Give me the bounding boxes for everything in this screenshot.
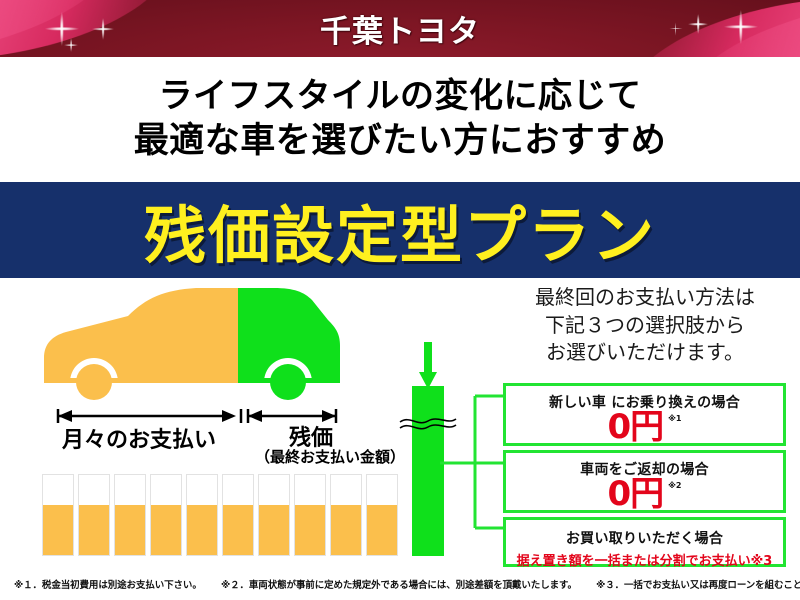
footnote-2: ※２．車両状態が事前に定めた規定外である場合には、別途差額を頂戴いたします。 <box>220 580 577 591</box>
car-illustration <box>36 286 386 408</box>
payment-option-trade-in[interactable]: 新しい車 にお乗り換えの場合 0円 ※1 <box>503 383 786 446</box>
payment-options-headline-line-1: 最終回のお支払い方法は <box>535 285 755 309</box>
footnote-1: ※１．税金当初費用は別途お支払い下さい。 <box>14 580 202 591</box>
down-arrow-icon <box>419 342 437 390</box>
footer-disclaimers: ※１．税金当初費用は別途お支払い下さい。 ※２．車両状態が事前に定めた規定外であ… <box>0 568 800 600</box>
subheadline-section: ライフスタイルの変化に応じて 最適な車を選びたい方におすすめ <box>0 57 800 182</box>
subheadline-line-2: 最適な車を選びたい方におすすめ <box>133 120 667 161</box>
payment-option-title: 車両をご返却の場合 <box>580 462 709 478</box>
bar-month <box>114 474 146 556</box>
bar-month <box>330 474 362 556</box>
monthly-payment-label: 月々のお支払い <box>62 428 217 453</box>
bar-month <box>78 474 110 556</box>
payment-option-footnote-ref: ※2 <box>668 481 682 490</box>
payment-option-buyout[interactable]: お買い取りいただく場合 据え置き額を一括または分割でお支払い※3 <box>503 517 786 569</box>
payment-options-headline-line-3: お選びいただけます。 <box>546 340 744 365</box>
payment-option-return[interactable]: 車両をご返却の場合 0円 ※2 <box>503 450 786 513</box>
plan-title: 残価設定型プラン <box>143 199 656 272</box>
payment-options-headline: 最終回のお支払い方法は 下記３つの選択肢から お選びいただけます。 <box>490 284 800 367</box>
bar-month <box>42 474 74 556</box>
payment-options-headline-line-2: 下記３つの選択肢から <box>545 312 745 337</box>
monthly-payment-bars <box>42 474 398 556</box>
payment-option-amount: 0円 <box>607 407 664 447</box>
payment-option-title: 新しい車 にお乗り換えの場合 <box>548 395 741 411</box>
bar-month <box>186 474 218 556</box>
bar-residual-value <box>412 386 444 556</box>
bar-month <box>258 474 290 556</box>
subheadline-line-1: ライフスタイルの変化に応じて <box>158 76 642 117</box>
payment-option-footnote-ref: ※1 <box>668 414 682 423</box>
dimension-arrows <box>36 408 386 424</box>
payment-option-subtext: 据え置き額を一括または分割でお支払い※3 <box>516 554 773 569</box>
axis-break-icon <box>398 416 458 432</box>
footnote-3: ※３．一括でお支払い又は再度ローンを組むこともできます。 <box>596 580 800 591</box>
bar-month <box>366 474 398 556</box>
option-connector-lines <box>440 368 510 558</box>
residual-value-label: 残価 <box>289 426 334 451</box>
main-diagram-section: 月々のお支払い 残価 （最終お支払い金額） <box>0 278 800 569</box>
residual-value-sublabel: （最終お支払い金額） <box>254 448 405 466</box>
bar-month <box>150 474 182 556</box>
payment-option-amount: 0円 <box>607 474 664 514</box>
bar-month <box>222 474 254 556</box>
bar-month <box>294 474 326 556</box>
header-banner: 千葉トヨタ <box>0 0 800 57</box>
dealer-logo: 千葉トヨタ <box>320 14 480 50</box>
payment-options-list: 新しい車 にお乗り換えの場合 0円 ※1 車両をご返却の場合 0円 ※2 お買い… <box>503 383 786 569</box>
plan-title-band: 残価設定型プラン <box>0 182 800 278</box>
payment-option-title: お買い取りいただく場合 <box>565 531 724 547</box>
